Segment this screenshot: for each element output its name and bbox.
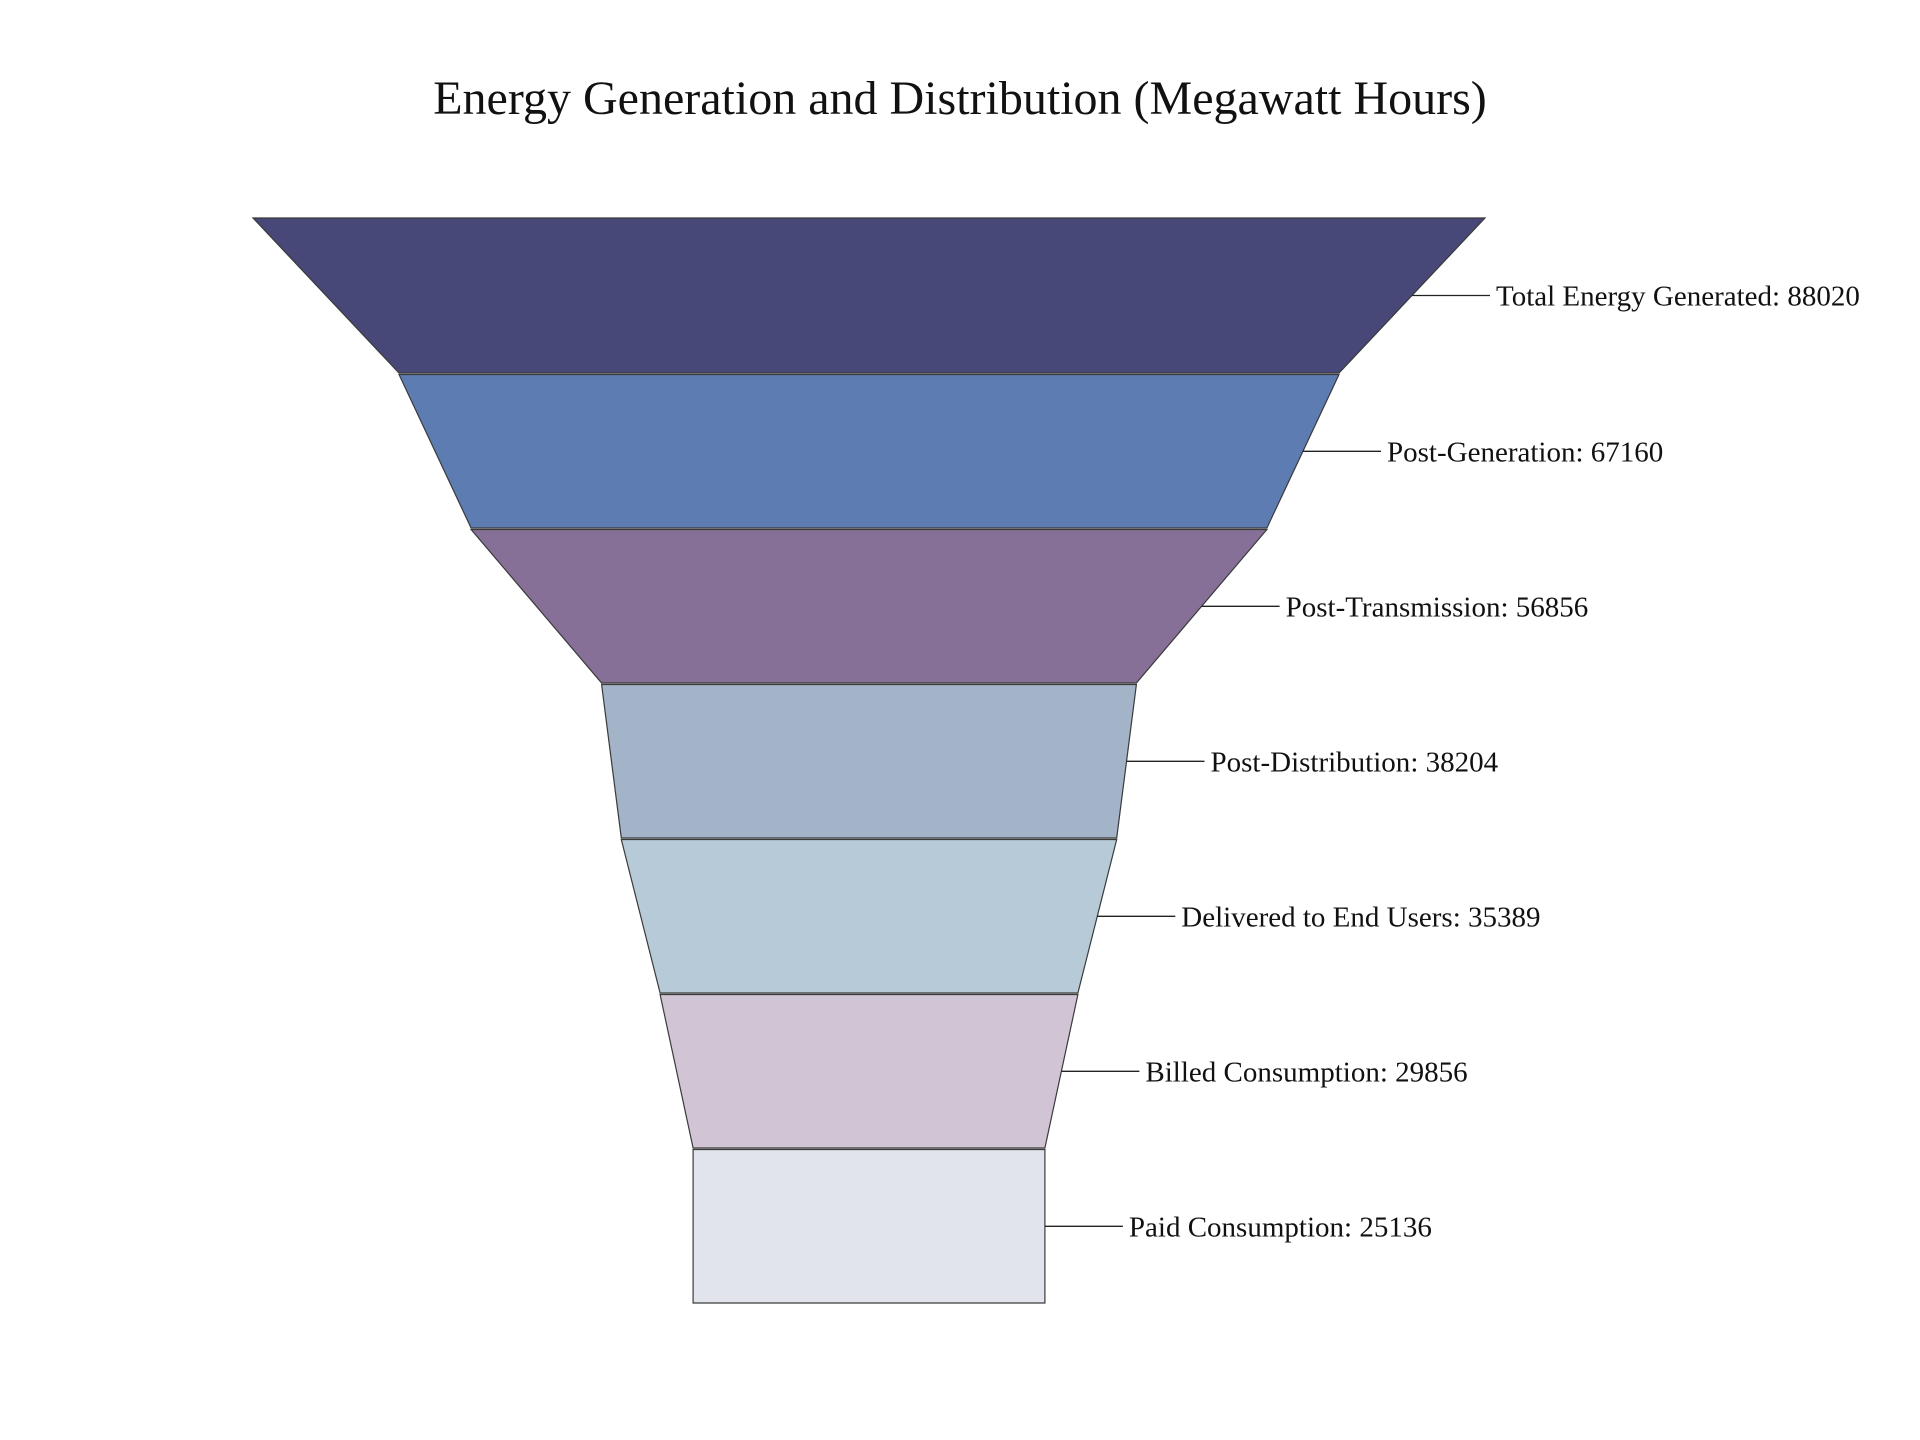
stage-value-text: 25136: [1359, 1211, 1432, 1243]
stage-value-text: 67160: [1591, 436, 1664, 468]
funnel-stage-5: [620, 838, 1118, 994]
stage-label-3: Post-Transmission: 56856: [1286, 591, 1589, 623]
stage-label-4: Post-Distribution: 38204: [1211, 746, 1499, 778]
stage-label-5: Delivered to End Users: 35389: [1181, 901, 1540, 933]
stage-label-separator: :: [1772, 281, 1787, 313]
stage-label-separator: :: [1410, 746, 1425, 778]
stage-value-text: 29856: [1395, 1056, 1468, 1088]
stage-value-text: 38204: [1426, 746, 1499, 778]
stage-label-2: Post-Generation: 67160: [1387, 436, 1663, 468]
funnel-stage-7: [692, 1148, 1046, 1304]
funnel-stage-4: [600, 683, 1138, 839]
stage-label-separator: :: [1380, 1056, 1395, 1088]
stage-label-text: Post-Transmission: [1286, 591, 1501, 623]
stage-label-separator: :: [1344, 1211, 1359, 1243]
funnel-stage-1: [251, 217, 1487, 374]
stage-label-separator: :: [1575, 436, 1590, 468]
stage-label-text: Total Energy Generated: [1496, 281, 1773, 313]
stage-label-6: Billed Consumption: 29856: [1145, 1056, 1467, 1088]
stage-label-text: Delivered to End Users: [1181, 901, 1452, 933]
stage-label-7: Paid Consumption: 25136: [1129, 1211, 1432, 1243]
stage-label-1: Total Energy Generated: 88020: [1496, 281, 1860, 313]
stage-value-text: 35389: [1468, 901, 1541, 933]
stage-label-text: Post-Distribution: [1211, 746, 1411, 778]
funnel-stage-2: [398, 373, 1340, 529]
stage-label-text: Paid Consumption: [1129, 1211, 1345, 1243]
stage-label-text: Post-Generation: [1387, 436, 1576, 468]
stage-label-text: Billed Consumption: [1145, 1056, 1380, 1088]
stage-label-separator: :: [1453, 901, 1468, 933]
funnel-stage-6: [659, 993, 1079, 1149]
stage-label-separator: :: [1500, 591, 1515, 623]
chart-title: Energy Generation and Distribution (Mega…: [433, 72, 1487, 125]
stage-value-text: 88020: [1787, 281, 1860, 313]
funnel-stage-3: [469, 528, 1269, 684]
stage-value-text: 56856: [1516, 591, 1589, 623]
